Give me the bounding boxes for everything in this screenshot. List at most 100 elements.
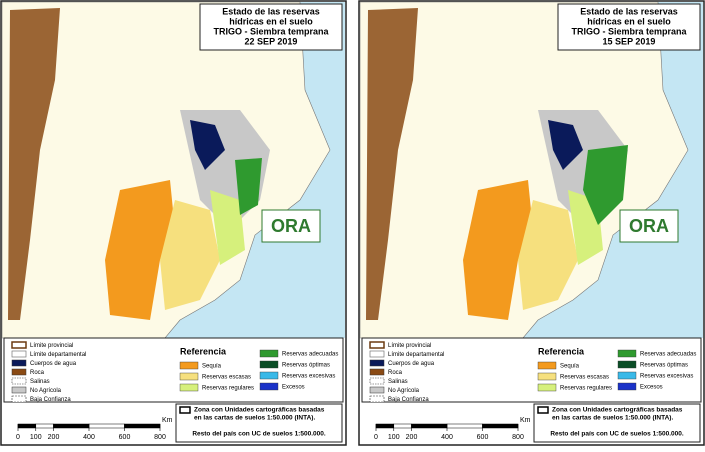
swatch (179, 361, 199, 370)
swatch (369, 341, 385, 349)
legend-label: Límite provincial (30, 343, 73, 349)
note-swatch (179, 406, 191, 414)
legend-item: Reservas regulares (537, 383, 612, 392)
scale-unit: Km (520, 417, 531, 424)
legend-label: Límite departamental (388, 352, 444, 358)
scale-segment (482, 423, 519, 429)
scale-label: 200 (406, 434, 418, 441)
note-line: Resto del país con UC de suelos 1:500.00… (550, 431, 683, 438)
legend-label: Reservas óptimas (640, 363, 688, 369)
note-line: Zona con Unidades cartográficas basadas (194, 407, 325, 414)
sequia-zone (105, 180, 175, 320)
swatch (369, 350, 385, 358)
swatch (537, 372, 557, 381)
swatch (259, 349, 279, 358)
adecuadas-zone (235, 158, 262, 215)
title-box (199, 3, 343, 51)
legend-label: Salinas (30, 379, 50, 385)
swatch (617, 349, 637, 358)
legend-label: Roca (30, 370, 45, 376)
legend-item: Límite departamental (11, 350, 86, 358)
note-box (175, 403, 343, 443)
scale-label: 600 (477, 434, 489, 441)
legend-label: Cuerpos de agua (388, 361, 435, 367)
regulares-zone (210, 190, 245, 265)
legend-item: Límite provincial (11, 341, 73, 349)
legend-label: Excesos (640, 385, 663, 391)
legend-item: Reservas escasas (179, 372, 251, 381)
swatch (11, 341, 27, 349)
scale-segment (17, 423, 36, 429)
legend-item: Reservas escasas (537, 372, 609, 381)
legend-item: Reservas adecuadas (617, 349, 696, 358)
swatch (259, 371, 279, 380)
legend-label: Cuerpos de agua (30, 361, 77, 367)
swatch (369, 386, 385, 394)
legend-item: Reservas excesivas (259, 371, 335, 380)
scale-label: 100 (30, 434, 42, 441)
legend-label: Reservas óptimas (282, 363, 330, 369)
logo: ORA (271, 216, 311, 236)
legend-label: Reservas escasas (560, 375, 609, 381)
scale-segment (411, 423, 448, 429)
note-box (533, 403, 701, 443)
scale-unit: Km (162, 417, 173, 424)
swatch (537, 361, 557, 370)
title-date: 22 SEP 2019 (245, 36, 298, 46)
logo-box (619, 209, 679, 243)
swatch (369, 377, 385, 385)
water-body (548, 120, 583, 170)
legend-item: Cuerpos de agua (369, 359, 435, 367)
title-line: hídricas en el suelo (229, 16, 313, 26)
legend-label: Salinas (388, 379, 408, 385)
legend-label: Reservas escasas (202, 375, 251, 381)
legend-item: Límite provincial (369, 341, 431, 349)
scale-label: 0 (374, 434, 378, 441)
scale-label: 400 (83, 434, 95, 441)
legend-label: Reservas regulares (560, 386, 612, 392)
legend-item: Reservas óptimas (259, 360, 330, 369)
legend-item: No Agrícola (369, 386, 420, 394)
scale-label: 800 (154, 434, 166, 441)
swatch (369, 368, 385, 376)
legend-item: Excesos (259, 382, 305, 391)
legend-item: Reservas adecuadas (259, 349, 338, 358)
legend-label: Reservas regulares (202, 386, 254, 392)
swatch (617, 382, 637, 391)
note-line: Resto del país con UC de suelos 1:500.00… (192, 431, 325, 438)
sequia-zone (463, 180, 533, 320)
scale-label: 200 (48, 434, 60, 441)
legend-item: Excesos (617, 382, 663, 391)
escasas-zone (518, 200, 578, 310)
legend-label: Roca (388, 370, 403, 376)
title-line: Estado de las reservas (222, 6, 320, 16)
legend-label: Sequía (202, 364, 222, 370)
legend-item: Sequía (537, 361, 580, 370)
note-line: en las cartas de suelos 1:50.000 (INTA). (552, 415, 673, 422)
swatch (11, 395, 27, 403)
legend-label: Reservas excesivas (640, 374, 693, 380)
logo: ORA (629, 216, 669, 236)
legend-label: Baja Confianza (30, 397, 71, 403)
legend-label: Límite provincial (388, 343, 431, 349)
note-line: en las cartas de suelos 1:50.000 (INTA). (194, 415, 315, 422)
scale-segment (446, 423, 483, 429)
legend-box (3, 337, 344, 403)
water-body (190, 120, 225, 170)
legend-item: Cuerpos de agua (11, 359, 77, 367)
swatch (259, 360, 279, 369)
title-line: hídricas en el suelo (587, 16, 671, 26)
legend-item: No Agrícola (11, 386, 62, 394)
swatch (11, 368, 27, 376)
legend-box (361, 337, 702, 403)
scale-segment (375, 423, 394, 429)
scale-segment (88, 423, 125, 429)
scale-label: 400 (441, 434, 453, 441)
legend-label: No Agrícola (30, 388, 62, 394)
scale-label: 0 (16, 434, 20, 441)
title-line: Estado de las reservas (580, 6, 678, 16)
scale-label: 600 (119, 434, 131, 441)
